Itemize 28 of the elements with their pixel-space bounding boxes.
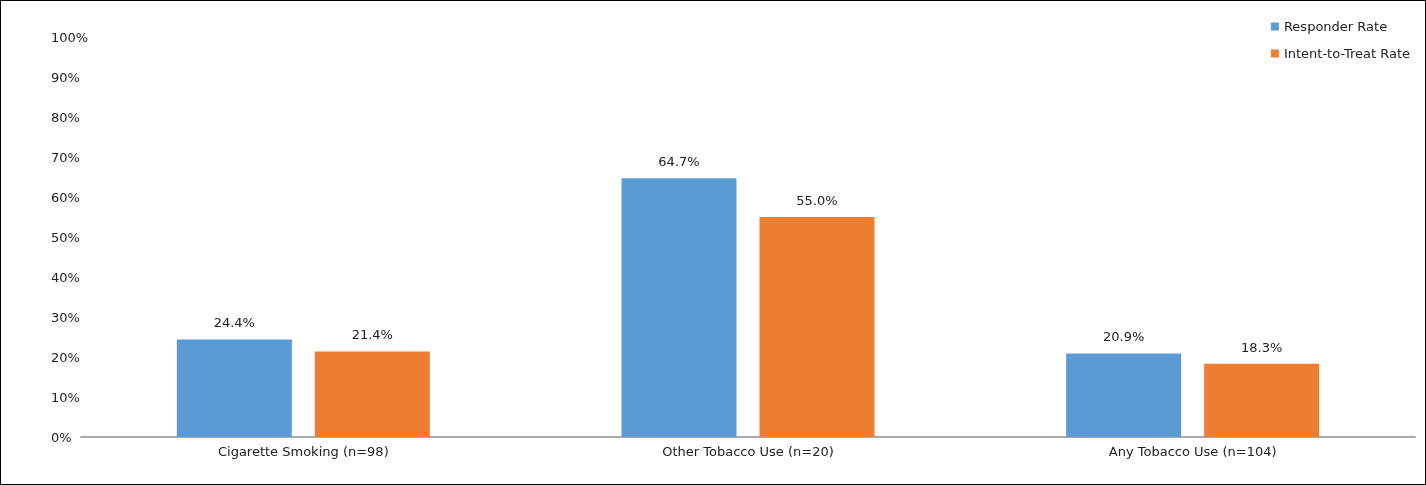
y-tick-label: 60% bbox=[51, 189, 80, 205]
y-tick-label: 10% bbox=[51, 389, 80, 405]
data-label: 20.9% bbox=[1103, 329, 1145, 345]
bar bbox=[314, 351, 430, 437]
x-tick-label: Other Tobacco Use (n=20) bbox=[662, 444, 834, 459]
bar bbox=[621, 178, 737, 437]
y-tick-label: 70% bbox=[51, 149, 80, 165]
bar bbox=[1066, 353, 1182, 437]
data-label: 18.3% bbox=[1241, 339, 1283, 355]
y-tick-label: 90% bbox=[51, 69, 80, 85]
bar bbox=[1204, 363, 1320, 437]
bar bbox=[759, 217, 875, 437]
y-tick-label: 40% bbox=[51, 269, 80, 285]
data-label: 64.7% bbox=[658, 154, 700, 170]
y-tick-label: 80% bbox=[51, 109, 80, 125]
y-tick-label: 30% bbox=[51, 309, 80, 325]
data-label: 21.4% bbox=[351, 327, 393, 343]
bar bbox=[176, 339, 292, 437]
data-label: 55.0% bbox=[796, 193, 838, 208]
y-tick-label: 0% bbox=[51, 429, 72, 445]
x-tick-label: Any Tobacco Use (n=104) bbox=[1108, 444, 1277, 459]
y-tick-label: 100% bbox=[51, 29, 89, 45]
legend-label: Intent-to-Treat Rate bbox=[1283, 46, 1410, 61]
legend-label: Responder Rate bbox=[1283, 19, 1388, 34]
y-tick-label: 20% bbox=[51, 349, 80, 365]
y-tick-label: 50% bbox=[51, 229, 80, 245]
x-tick-label: Cigarette Smoking (n=98) bbox=[217, 444, 389, 459]
data-label: 24.4% bbox=[213, 315, 255, 331]
